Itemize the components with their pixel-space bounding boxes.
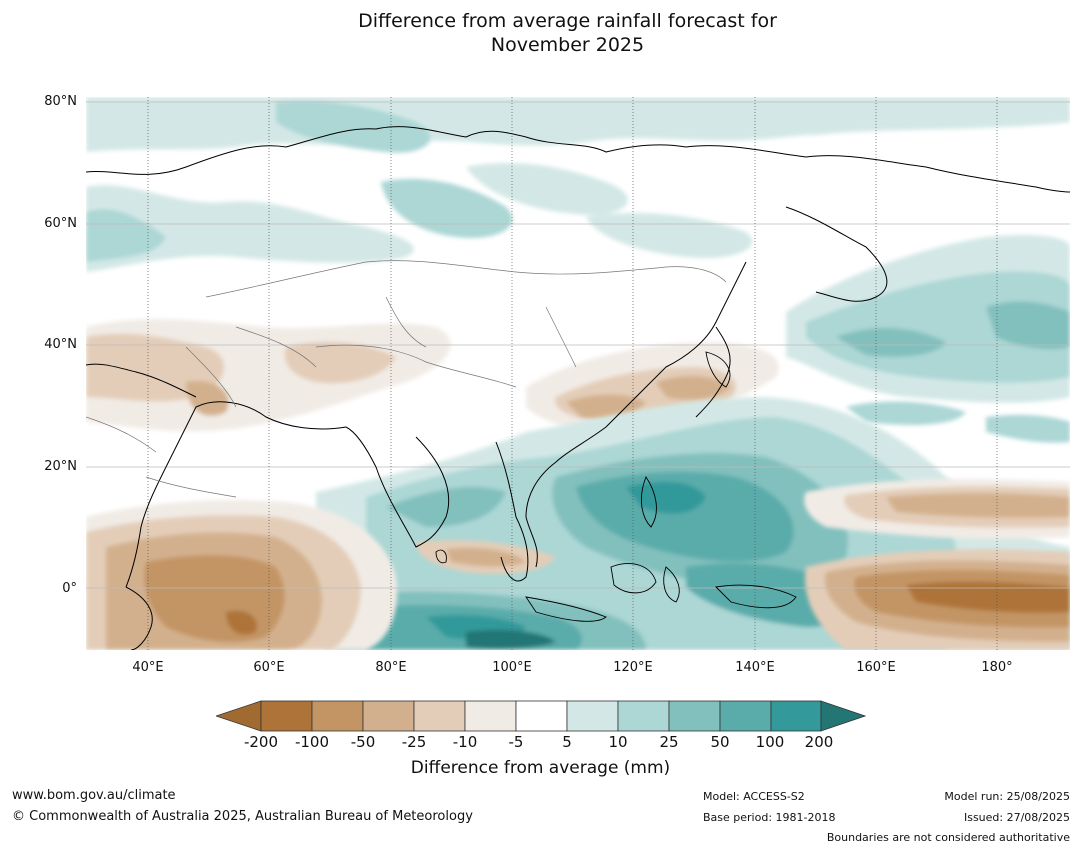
colorbar-tick: 25	[659, 733, 679, 751]
colorbar-bin	[311, 700, 364, 732]
model-run-date: Model run: 25/08/2025	[944, 790, 1070, 803]
colorbar-bin	[362, 700, 415, 732]
lon-label-120e: 120°E	[613, 660, 653, 675]
website-link[interactable]: www.bom.gov.au/climate	[12, 788, 176, 803]
colorbar-tick: -10	[452, 733, 478, 751]
lon-label-160e: 160°E	[856, 660, 896, 675]
title-line-2: November 2025	[490, 34, 645, 56]
colorbar	[214, 700, 867, 732]
colorbar-bin	[668, 700, 721, 732]
colorbar-tick: 200	[804, 733, 834, 751]
copyright-notice: © Commonwealth of Australia 2025, Austra…	[12, 809, 473, 824]
colorbar-tick: -100	[294, 733, 330, 751]
colorbar-tick: 5	[562, 733, 572, 751]
colorbar-tick: -50	[350, 733, 376, 751]
north-pacific-wet-anomaly	[786, 235, 1070, 443]
islands	[435, 351, 797, 622]
graticule	[86, 101, 1070, 589]
lon-label-180: 180°	[981, 660, 1013, 675]
model-name: Model: ACCESS-S2	[703, 790, 805, 803]
lon-label-140e: 140°E	[735, 660, 775, 675]
colorbar-bin	[719, 700, 772, 732]
asia-dry-anomaly	[86, 319, 451, 432]
base-period: Base period: 1981-2018	[703, 811, 836, 824]
colorbar-bin	[566, 700, 619, 732]
colorbar-bin	[464, 700, 517, 732]
meridians	[147, 97, 998, 650]
colorbar-bin	[617, 700, 670, 732]
lon-label-40e: 40°E	[132, 660, 164, 675]
lon-label-80e: 80°E	[375, 660, 407, 675]
rainfall-anomaly-map	[86, 97, 1070, 650]
title-line-1: Difference from average rainfall forecas…	[358, 10, 777, 32]
issued-date: Issued: 27/08/2025	[963, 811, 1070, 824]
colorbar-tick: -25	[401, 733, 427, 751]
colorbar-tick: 10	[608, 733, 628, 751]
indian-ocean-dry-anomaly	[86, 500, 556, 650]
colorbar-bin	[515, 700, 568, 732]
lat-label-80n: 80°N	[44, 94, 77, 109]
coastlines	[86, 126, 1070, 650]
map-svg	[86, 97, 1070, 650]
lat-label-20n: 20°N	[44, 459, 77, 474]
lat-label-60n: 60°N	[44, 216, 77, 231]
country-boundaries	[86, 260, 727, 498]
colorbar-tick: 100	[755, 733, 785, 751]
lon-label-100e: 100°E	[492, 660, 532, 675]
colorbar-bin	[413, 700, 466, 732]
colorbar-svg	[214, 700, 867, 732]
central-pacific-dry-anomaly	[804, 479, 1070, 650]
map-title: Difference from average rainfall forecas…	[0, 9, 1081, 57]
colorbar-label: Difference from average (mm)	[410, 758, 671, 778]
lat-label-equator: 0°	[62, 581, 77, 596]
colorbar-bin	[770, 700, 822, 732]
lat-label-40n: 40°N	[44, 337, 77, 352]
colorbar-bin	[260, 700, 313, 732]
lon-label-60e: 60°E	[253, 660, 285, 675]
colorbar-extend-low	[214, 700, 262, 732]
colorbar-tick: -200	[243, 733, 279, 751]
colorbar-tick: 50	[710, 733, 730, 751]
colorbar-extend-high	[820, 700, 867, 732]
boundaries-disclaimer: Boundaries are not considered authoritat…	[826, 831, 1070, 844]
colorbar-tick: -5	[508, 733, 524, 751]
